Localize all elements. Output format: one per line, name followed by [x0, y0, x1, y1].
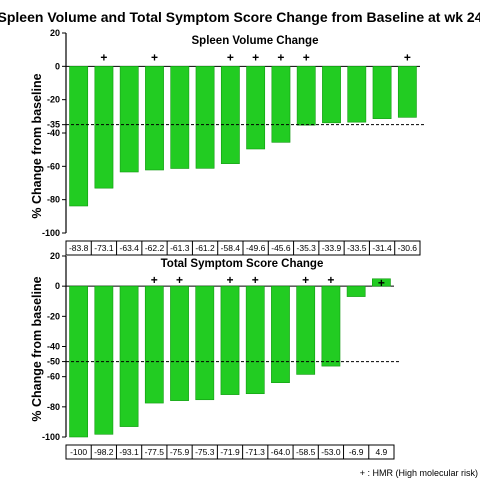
- bar: [195, 285, 215, 401]
- value-label: -64.0: [271, 447, 291, 457]
- bar: [346, 285, 366, 297]
- bar: [69, 66, 89, 207]
- panel-title: Total Symptom Score Change: [161, 258, 324, 270]
- bar: [170, 285, 189, 401]
- y-tick-label: 0: [55, 61, 60, 71]
- value-label: -75.9: [170, 447, 190, 457]
- hmr-marker: +: [327, 273, 334, 287]
- hmr-marker: +: [252, 273, 259, 287]
- bar: [220, 66, 240, 164]
- value-label: -58.5: [296, 447, 316, 457]
- panel-title: Spleen Volume Change: [192, 35, 319, 47]
- hmr-marker: +: [404, 50, 411, 64]
- value-label: -75.3: [195, 447, 215, 457]
- y-tick-label: -60: [47, 372, 60, 382]
- hmr-legend-note: + : HMR (High molecular risk): [360, 468, 478, 478]
- y-tick-label: -20: [47, 95, 60, 105]
- bar: [296, 285, 316, 375]
- figure-title: Spleen Volume and Total Symptom Score Ch…: [0, 9, 480, 25]
- y-tick-label: -80: [47, 195, 60, 205]
- value-label: -71.3: [246, 447, 266, 457]
- value-label: -83.8: [69, 243, 89, 253]
- bar: [321, 285, 341, 367]
- bar: [144, 285, 164, 404]
- hmr-marker: +: [227, 50, 234, 64]
- hmr-marker: +: [176, 273, 183, 287]
- bar: [145, 66, 164, 171]
- y-tick-label: -100: [42, 228, 60, 238]
- bar: [271, 285, 290, 383]
- y-axis-label: % Change from baseline: [30, 276, 44, 421]
- value-label: -100: [70, 447, 87, 457]
- bar: [322, 66, 341, 124]
- y-tick-label: 0: [55, 281, 60, 291]
- bar: [347, 66, 367, 123]
- value-label: -63.4: [120, 243, 140, 253]
- value-label: -49.6: [246, 243, 266, 253]
- value-label-strip: [65, 444, 395, 460]
- hmr-marker: +: [100, 50, 107, 64]
- value-label: -77.5: [145, 447, 165, 457]
- value-label: -58.4: [221, 243, 241, 253]
- value-label: -33.9: [322, 243, 342, 253]
- value-label: -33.5: [347, 243, 367, 253]
- bar: [372, 278, 391, 287]
- value-label: -61.2: [195, 243, 215, 253]
- hmr-marker: +: [303, 50, 310, 64]
- bar: [94, 66, 114, 189]
- value-label: -30.6: [398, 243, 418, 253]
- hmr-marker: +: [226, 273, 233, 287]
- bar: [94, 285, 114, 435]
- value-label: -61.3: [170, 243, 190, 253]
- value-label: -45.6: [271, 243, 291, 253]
- value-label: -35.3: [297, 243, 317, 253]
- y-tick-label: -80: [47, 402, 60, 412]
- value-label: 4.9: [375, 447, 387, 457]
- y-tick-label: 20: [50, 251, 60, 261]
- bar: [246, 66, 266, 150]
- value-label: -73.1: [94, 243, 114, 253]
- bar: [119, 285, 139, 427]
- hmr-marker: +: [252, 50, 259, 64]
- bar: [195, 66, 215, 169]
- y-tick-label: -50: [47, 357, 60, 367]
- y-tick-label: -60: [47, 161, 60, 171]
- value-label: -6.9: [349, 447, 364, 457]
- hmr-marker: +: [378, 276, 385, 290]
- spleen-volume-panel: Spleen Volume Change % Change from baseli…: [30, 28, 425, 256]
- y-tick-label: -35: [47, 120, 60, 130]
- hmr-marker: +: [302, 273, 309, 287]
- bar: [397, 66, 417, 118]
- hmr-marker: +: [151, 273, 158, 287]
- value-label: -53.0: [321, 447, 341, 457]
- bar: [170, 66, 190, 169]
- y-tick-label: -20: [47, 311, 60, 321]
- hmr-marker: +: [151, 50, 158, 64]
- y-tick-label: -40: [47, 342, 60, 352]
- y-tick-label: -40: [47, 128, 60, 138]
- bar: [220, 285, 240, 395]
- bar: [296, 66, 316, 126]
- symptom-score-panel: Total Symptom Score Change % Change from …: [30, 251, 399, 460]
- value-label: -93.1: [119, 447, 139, 457]
- y-axis-label: % Change from baseline: [30, 73, 44, 218]
- y-tick-label: 20: [50, 28, 60, 38]
- y-tick-label: -100: [42, 432, 60, 442]
- hmr-marker: +: [277, 50, 284, 64]
- value-label: -71.9: [220, 447, 240, 457]
- bar: [271, 66, 291, 143]
- value-label: -98.2: [94, 447, 114, 457]
- bar: [245, 285, 265, 395]
- bar: [119, 66, 139, 173]
- bar: [372, 66, 392, 119]
- value-label: -31.4: [372, 243, 392, 253]
- value-label: -62.2: [145, 243, 165, 253]
